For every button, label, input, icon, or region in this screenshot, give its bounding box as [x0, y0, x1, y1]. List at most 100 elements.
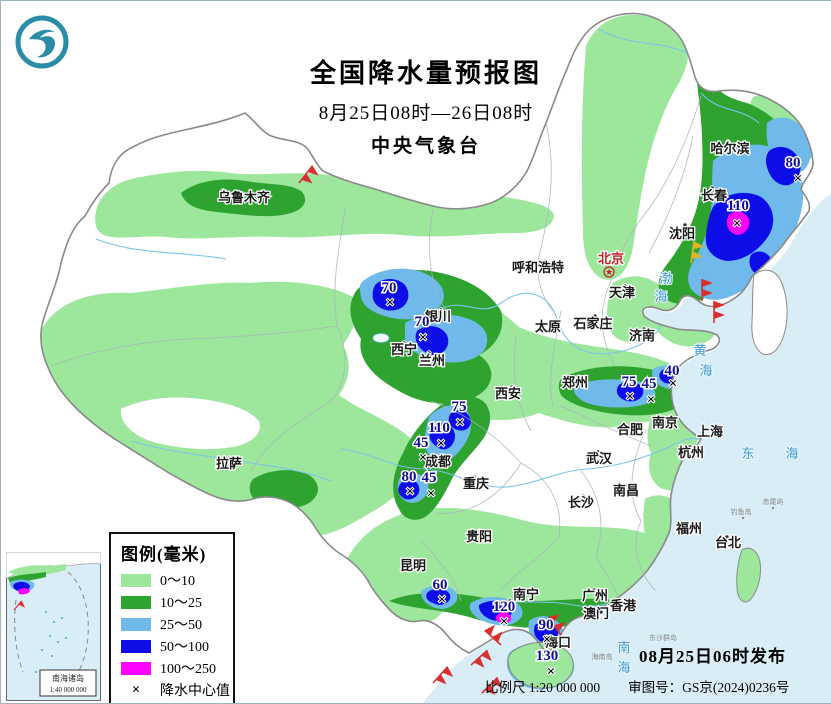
city-marker: 南昌: [612, 482, 641, 500]
city-label: 杭州: [678, 445, 704, 460]
wind-barb-icon: [484, 624, 503, 646]
precip-center-value: ×45: [420, 469, 438, 504]
city-marker: 石家庄: [571, 313, 614, 332]
city-marker: 合肥: [616, 421, 645, 439]
city-dot-icon: [409, 556, 415, 562]
precip-value-label: 80: [402, 469, 417, 485]
sea-label: 东: [741, 446, 756, 461]
legend-label: 100～250: [160, 662, 216, 677]
city-marker: 银川: [424, 307, 452, 325]
city-dot-icon: [226, 455, 232, 461]
precip-center-cross: ×: [438, 592, 447, 608]
city-label: 石家庄: [572, 316, 612, 331]
city-marker: 哈尔滨: [709, 139, 751, 157]
precip-center-value: ×70: [380, 279, 398, 313]
precip-value-label: 45: [414, 435, 429, 451]
inset-islet-dot: [49, 635, 51, 637]
precip-value-label: 75: [622, 374, 637, 390]
inset-islet-dot: [35, 671, 37, 673]
province-border: [420, 540, 462, 602]
city-label: 济南: [629, 328, 655, 343]
province-border: [601, 280, 616, 367]
city-dot-icon: [401, 340, 407, 346]
sea-area: [422, 193, 831, 703]
islet-dot: [771, 506, 775, 510]
city-dot-icon: [576, 375, 582, 381]
sea-label: 海: [654, 289, 669, 304]
city-marker: 兰州: [418, 350, 446, 369]
precip-zone-hole: [120, 397, 260, 450]
precip-zone-lg: [606, 276, 667, 343]
precip-value-label: 110: [727, 198, 749, 214]
sea-label: 黄: [693, 343, 708, 358]
province-border: [537, 122, 554, 312]
inset-islet-dot: [51, 655, 53, 657]
precip-value-label: 70: [415, 314, 430, 330]
river: [340, 437, 701, 488]
city-dot-icon: [555, 318, 561, 324]
city-dot-icon: [725, 139, 731, 145]
title-block: 全国降水量预报图 8月25日08时—26日08时 中央气象台: [241, 53, 611, 158]
page-title: 全国降水量预报图: [309, 59, 542, 88]
precip-center-value: ×80: [400, 468, 418, 502]
province-border: [429, 208, 448, 312]
city-marker: 南京: [651, 414, 680, 432]
city-marker: 广州: [581, 587, 610, 605]
legend-swatch-bl: [121, 639, 151, 653]
precip-center-cross: ×: [456, 415, 465, 431]
approval-number: 审图号：GS京(2024)0236号: [628, 680, 790, 695]
city-marker: 台北: [714, 534, 743, 552]
province-border: [580, 470, 620, 602]
city-dot-icon: [426, 350, 432, 356]
legend-item: 50～100: [121, 635, 225, 657]
city-label: 太原: [534, 319, 561, 334]
precip-center-cross: ×: [733, 216, 742, 232]
precip-center-value: ×75: [620, 373, 638, 407]
inset-islet-dot: [61, 617, 63, 619]
city-dot-icon: [724, 534, 730, 540]
sea-label: 海: [617, 660, 632, 675]
city-label: 银川: [425, 309, 451, 324]
precip-center-cross: ×: [500, 614, 509, 630]
city-marker: 贵阳: [465, 528, 494, 546]
city-label: 福州: [675, 521, 702, 536]
precip-center-cross: ×: [419, 450, 428, 466]
precip-center-cross: ×: [437, 436, 446, 452]
precip-zone-bl: [448, 410, 471, 431]
legend-swatch-dg: [121, 595, 151, 609]
taiwan-island: [736, 547, 761, 603]
precip-center-cross: ×: [419, 330, 428, 346]
precip-zone-bl: [415, 326, 449, 355]
city-marker: 南宁: [507, 586, 540, 604]
city-label: 西宁: [391, 342, 417, 357]
precip-center-cross: ×: [543, 632, 552, 648]
province-border: [631, 428, 657, 592]
legend-swatch-lg: [121, 573, 151, 587]
inset-islet-dot: [45, 611, 47, 613]
city-label: 上海: [697, 424, 723, 439]
precip-zone-bl: [372, 279, 409, 311]
city-marker: 拉萨: [215, 455, 244, 473]
city-marker: 福州: [674, 520, 704, 538]
wind-barb-icon: [481, 676, 503, 696]
svg-text:★: ★: [605, 267, 613, 277]
precip-value-label: 120: [493, 599, 516, 615]
city-dot-icon: [709, 424, 715, 430]
city-dot-icon: [477, 528, 483, 534]
south-china-sea-inset: 南海诸岛 1:40 000 000: [6, 552, 101, 701]
legend-swatch-mg: [121, 661, 151, 675]
precip-value-label: 70: [382, 280, 397, 296]
wind-barb-icon: [470, 649, 492, 668]
precip-center-cross: ×: [669, 376, 678, 392]
city-marker: 郑州: [561, 374, 590, 392]
island-label: 东沙群岛: [649, 633, 677, 642]
city-dot-icon: [595, 449, 601, 455]
map-scale: 比例尺 1:20 000 000: [485, 680, 601, 695]
precip-value-label: 75: [452, 399, 467, 415]
city-marker: 成都: [424, 453, 453, 471]
city-dot-icon: [543, 640, 549, 646]
city-marker: 长沙: [567, 493, 595, 511]
river: [95, 238, 227, 260]
city-dot-icon: [580, 493, 586, 499]
legend-label: 25～50: [160, 618, 202, 633]
